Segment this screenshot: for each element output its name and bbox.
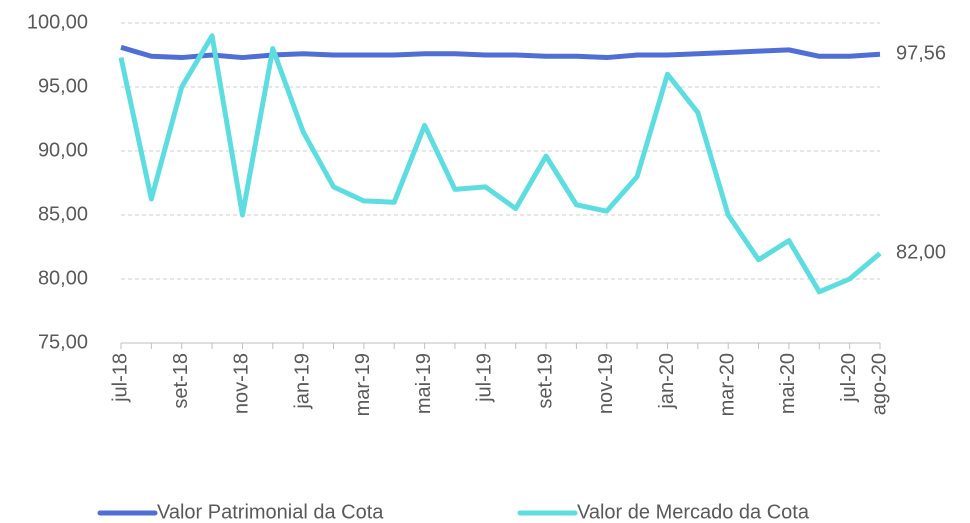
y-tick-label: 75,00 — [38, 331, 88, 353]
x-tick-label: nov-18 — [231, 353, 253, 414]
x-tick-label: jul-18 — [109, 353, 131, 403]
x-tick-label: ago-20 — [868, 353, 890, 415]
y-tick-label: 80,00 — [38, 267, 88, 289]
x-tick-label: jan-20 — [656, 353, 678, 410]
x-tick-label: mai-20 — [777, 353, 799, 414]
x-tick-label: mar-19 — [352, 353, 374, 416]
x-tick-label: jul-20 — [838, 353, 860, 403]
x-tick-label: mar-20 — [716, 353, 738, 416]
x-tick-label: nov-19 — [595, 353, 617, 414]
value-label: 82,00 — [896, 242, 946, 264]
y-tick-label: 95,00 — [38, 75, 88, 97]
x-tick-label: jan-19 — [291, 353, 313, 410]
y-tick-label: 85,00 — [38, 203, 88, 225]
y-tick-label: 90,00 — [38, 139, 88, 161]
series-line — [118, 33, 882, 295]
legend-label: Valor Patrimonial da Cota — [157, 501, 384, 523]
value-label: 97,56 — [896, 43, 946, 65]
x-tick-label: jul-19 — [474, 353, 496, 403]
x-tick-label: set-19 — [534, 353, 556, 409]
y-tick-label: 100,00 — [27, 11, 88, 33]
x-tick-label: set-18 — [170, 353, 192, 409]
x-tick-label: mai-19 — [413, 353, 435, 414]
legend-label: Valor de Mercado da Cota — [577, 501, 810, 523]
series-line — [120, 44, 881, 61]
